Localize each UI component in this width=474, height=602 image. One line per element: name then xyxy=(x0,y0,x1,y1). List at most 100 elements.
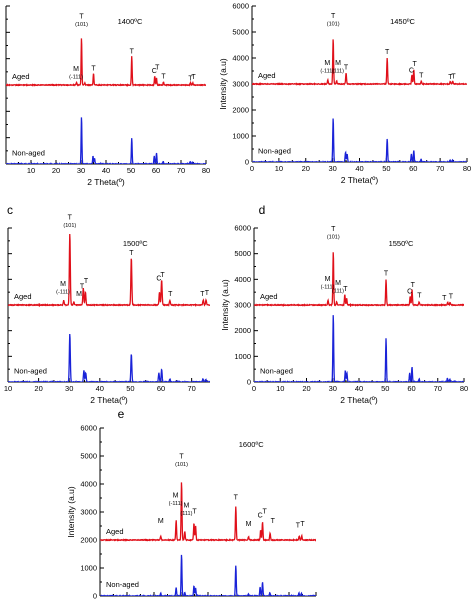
xrd-panel-1: 10 20 30 40 50 60 70 80 2 Theta(º) Aged Non-aged 14… xyxy=(5,5,210,187)
peak-phase-label: T xyxy=(191,74,196,81)
x-tick-label: 20 xyxy=(302,384,310,393)
x-tick-label: 20 xyxy=(52,166,60,175)
x-tick-label: 60 xyxy=(407,384,415,393)
peak-phase-label: T xyxy=(161,73,166,80)
x-tick-label: 70 xyxy=(177,166,185,175)
y-tick-label: 4000 xyxy=(232,54,249,63)
x-tick-label: 40 xyxy=(355,384,363,393)
peak-phase-label: T xyxy=(192,508,197,515)
peak-phase-label: T xyxy=(384,270,389,277)
non-aged-series-label: Non-aged xyxy=(260,367,293,376)
peak-phase-label: C xyxy=(258,513,263,520)
x-tick-label: 60 xyxy=(157,384,165,393)
peak-phase-label: T xyxy=(442,295,447,302)
x-tick-label: 0 xyxy=(250,164,254,173)
y-tick-label: 0 xyxy=(93,592,97,601)
peak-phase-label: T xyxy=(179,453,184,460)
non-aged-series-label: Non-aged xyxy=(14,367,47,376)
x-tick-label: 70 xyxy=(436,164,444,173)
peak-phase-label: M xyxy=(60,281,66,288)
peak-phase-label: C xyxy=(156,276,161,283)
x-tick-label: 10 xyxy=(275,164,283,173)
peak-phase-label: T xyxy=(234,494,239,501)
x-tick-label: 80 xyxy=(202,166,210,175)
peak-phase-label: M xyxy=(73,66,79,73)
peak-phase-label: T xyxy=(168,291,173,298)
non-aged-series-line xyxy=(254,315,464,382)
y-tick-label: 5000 xyxy=(234,249,251,258)
y-tick-label: 3000 xyxy=(80,508,97,517)
non-aged-series-label: Non-aged xyxy=(258,147,291,156)
peak-phase-label: T xyxy=(411,282,416,289)
peak-plane-label: (-111) xyxy=(56,290,70,296)
peak-plane-label: (101) xyxy=(75,22,88,28)
peak-phase-label: T xyxy=(205,290,210,297)
xrd-panel-e: 0 1000 2000 3000 4000 5000 6000 Intensity (a.u)… xyxy=(66,407,317,601)
aged-series-label: Aged xyxy=(260,292,278,301)
y-tick-label: 0 xyxy=(247,378,251,387)
x-tick-label: 30 xyxy=(77,166,85,175)
peak-phase-label: T xyxy=(79,13,84,20)
peak-phase-label: T xyxy=(419,73,424,80)
x-tick-label: 30 xyxy=(65,384,73,393)
y-tick-label: 2000 xyxy=(80,536,97,545)
aged-series-line xyxy=(100,482,316,543)
peak-phase-label: M xyxy=(335,280,341,287)
peak-plane-label: (-111) xyxy=(69,75,83,81)
peak-phase-label: T xyxy=(68,214,73,221)
peak-plane-label: (-111) xyxy=(169,501,183,507)
peak-phase-label: T xyxy=(344,65,349,72)
peak-phase-label: T xyxy=(385,49,390,56)
panel-letter: d xyxy=(259,203,266,217)
aged-series-label: Aged xyxy=(12,72,30,81)
y-tick-label: 2000 xyxy=(232,106,249,115)
x-axis-title: 2 Theta(º) xyxy=(87,177,125,187)
peak-phase-label: T xyxy=(84,278,89,285)
peak-phase-label: T xyxy=(188,75,193,82)
peak-phase-label: T xyxy=(331,13,336,20)
panel-letter: e xyxy=(118,407,125,421)
peak-phase-label: T xyxy=(331,226,336,233)
x-tick-label: 40 xyxy=(96,384,104,393)
x-tick-label: 20 xyxy=(34,384,42,393)
peak-phase-label: M xyxy=(335,60,341,67)
peak-phase-label: T xyxy=(296,522,301,529)
peak-phase-label: T xyxy=(130,48,135,55)
x-tick-label: 70 xyxy=(434,384,442,393)
peak-plane-label: (-111) xyxy=(320,69,334,75)
xrd-panel-2: 0 1000 2000 3000 4000 5000 6000 0 10 20 30 40 50 60 70… xyxy=(218,2,471,186)
x-tick-label: 40 xyxy=(355,164,363,173)
peak-phase-label: T xyxy=(129,250,134,257)
aged-series-label: Aged xyxy=(14,292,32,301)
peak-phase-label: C xyxy=(407,288,412,295)
temperature-label: 1500ºC xyxy=(123,239,148,248)
x-tick-label: 50 xyxy=(381,384,389,393)
non-aged-series-line xyxy=(6,117,206,164)
non-aged-series-label: Non-aged xyxy=(106,580,139,589)
y-axis-title: Intensity (a.u) xyxy=(220,279,230,331)
peak-phase-label: T xyxy=(271,518,276,525)
x-tick-label: 50 xyxy=(382,164,390,173)
x-axis-title: 2 Theta(º) xyxy=(341,175,379,185)
peak-phase-label: T xyxy=(263,508,268,515)
y-tick-label: 0 xyxy=(245,158,249,167)
y-tick-label: 6000 xyxy=(80,424,97,433)
x-tick-label: 50 xyxy=(126,384,134,393)
temperature-label: 1450ºC xyxy=(390,17,415,26)
non-aged-series-line xyxy=(8,334,210,382)
x-tick-label: 60 xyxy=(152,166,160,175)
peak-plane-label: (101) xyxy=(327,234,340,240)
y-tick-label: 6000 xyxy=(234,224,251,233)
y-tick-label: 5000 xyxy=(232,28,249,37)
peak-phase-label: M xyxy=(173,493,179,500)
y-tick-label: 4000 xyxy=(80,480,97,489)
xrd-panel-c: 10 20 30 40 50 60 70 2 Theta(º) Aged Non-aged 1500… xyxy=(4,203,210,405)
aged-series-line xyxy=(6,38,206,87)
aged-series-line xyxy=(252,39,467,86)
xrd-panel-d: 0 1000 2000 3000 4000 5000 6000 0 10 20 30 40 50 60 70… xyxy=(220,203,468,405)
aged-series-line xyxy=(8,234,210,308)
x-tick-label: 20 xyxy=(302,164,310,173)
peak-phase-label: T xyxy=(200,291,205,298)
peak-phase-label: T xyxy=(417,292,422,299)
